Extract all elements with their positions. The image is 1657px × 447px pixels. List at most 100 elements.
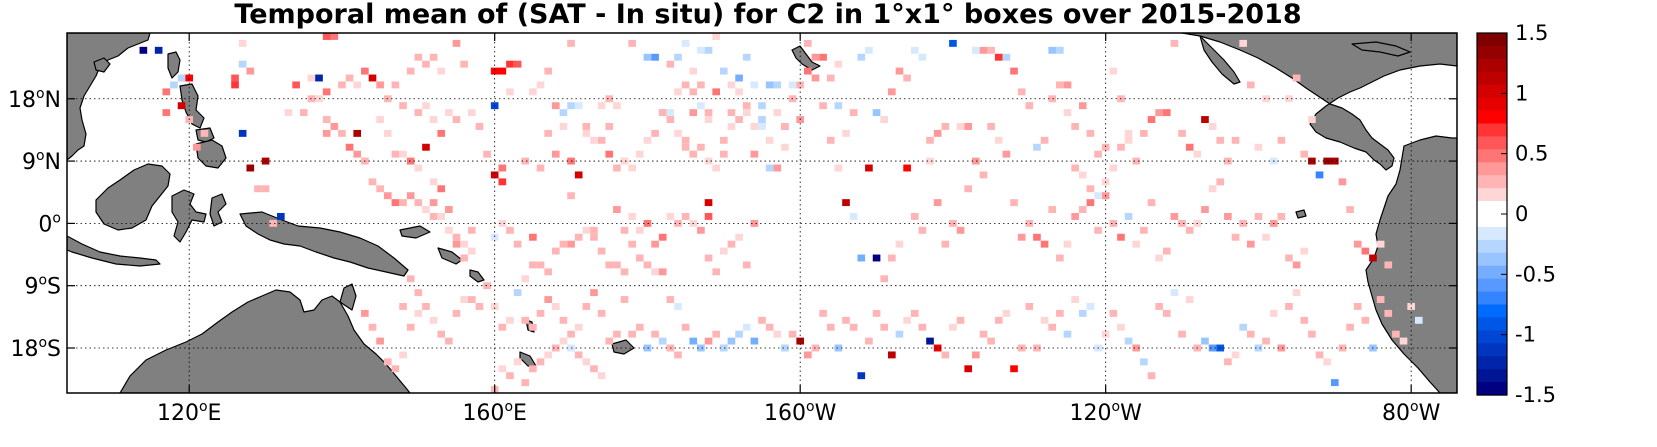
data-cell [597,372,606,380]
data-cell [361,67,369,75]
data-cell [551,303,560,310]
data-cell [1025,303,1034,310]
data-cell [551,102,560,110]
data-cell [1033,344,1041,352]
data-cell [513,60,522,68]
data-cell [498,67,507,75]
data-cell [551,344,560,352]
data-cell [613,261,621,269]
data-cell [1162,309,1171,317]
data-cell [1094,226,1102,234]
data-cell [437,330,446,338]
data-cell [475,123,484,130]
data-cell [574,323,583,331]
data-cell [1017,233,1026,241]
data-cell [750,81,759,89]
data-cell [1308,330,1316,338]
data-cell [704,109,713,117]
data-cell [1361,316,1370,324]
data-cell [704,199,713,207]
data-cell [467,296,476,303]
data-cell [445,226,453,234]
data-cell [1239,323,1247,331]
data-cell [536,358,545,366]
data-cell [674,219,682,227]
data-cell [1254,344,1263,352]
lon-tick-label: 80oW [1382,399,1441,426]
data-cell [994,53,1003,61]
data-cell [1124,129,1133,137]
data-cell [1239,219,1247,227]
data-cell [445,109,453,117]
data-cell [1094,150,1102,158]
data-cell [719,247,728,255]
data-cell [719,344,728,352]
data-cell [712,330,720,338]
data-cell [872,254,881,262]
data-cell [666,60,675,68]
data-cell [406,157,415,165]
data-cell [536,309,545,317]
colorbar-swatch [1477,136,1507,150]
colorbar-swatch [1477,71,1507,86]
data-cells [139,33,1423,393]
data-cell [422,206,430,213]
data-cell [697,344,705,352]
data-cell [460,296,468,303]
data-cell [865,46,873,54]
data-cell [1155,109,1163,117]
data-cell [964,365,973,373]
data-cell [1262,95,1270,103]
data-cell [475,303,484,310]
data-cell [1124,213,1133,220]
data-cell [666,296,675,303]
data-cell [460,240,468,248]
data-cell [529,233,537,241]
data-cell [467,226,476,234]
data-cell [628,164,636,172]
data-cell [521,379,530,387]
data-cell [338,81,346,89]
data-cell [903,316,911,324]
data-cell [1277,136,1286,144]
data-cell [1086,303,1095,310]
data-cell [1246,81,1255,89]
data-cell [826,136,835,144]
data-cell [1269,309,1278,317]
data-cell [452,309,461,317]
data-cell [1063,81,1072,89]
data-cell [1285,95,1293,103]
data-cell [559,109,568,117]
data-cell [368,74,377,82]
data-cell [926,136,934,144]
data-cell [1117,233,1125,241]
data-cell [399,351,407,359]
data-cell [1292,74,1301,82]
data-cell [872,109,881,117]
data-cell [758,102,766,110]
data-cell [414,164,423,172]
data-cell [1224,157,1232,165]
data-cell [658,109,667,117]
map-frame [66,32,1458,394]
land-asia-mainland [67,33,151,161]
data-cell [177,74,186,82]
data-cell [1277,344,1286,352]
data-cell [376,185,384,193]
data-cell [597,102,606,110]
data-cell [1224,213,1232,220]
land-new-britain [399,225,431,239]
data-cell [1330,379,1339,387]
data-cell [635,323,644,331]
data-cell [1246,330,1255,338]
data-cell [635,150,644,158]
data-cell [582,303,591,310]
data-cell [238,60,247,68]
data-cell [490,233,499,241]
data-cell [383,192,392,200]
data-cell [345,143,354,151]
data-cell [681,136,690,144]
data-cell [490,171,499,179]
data-cell [735,116,743,123]
data-cell [299,109,308,117]
